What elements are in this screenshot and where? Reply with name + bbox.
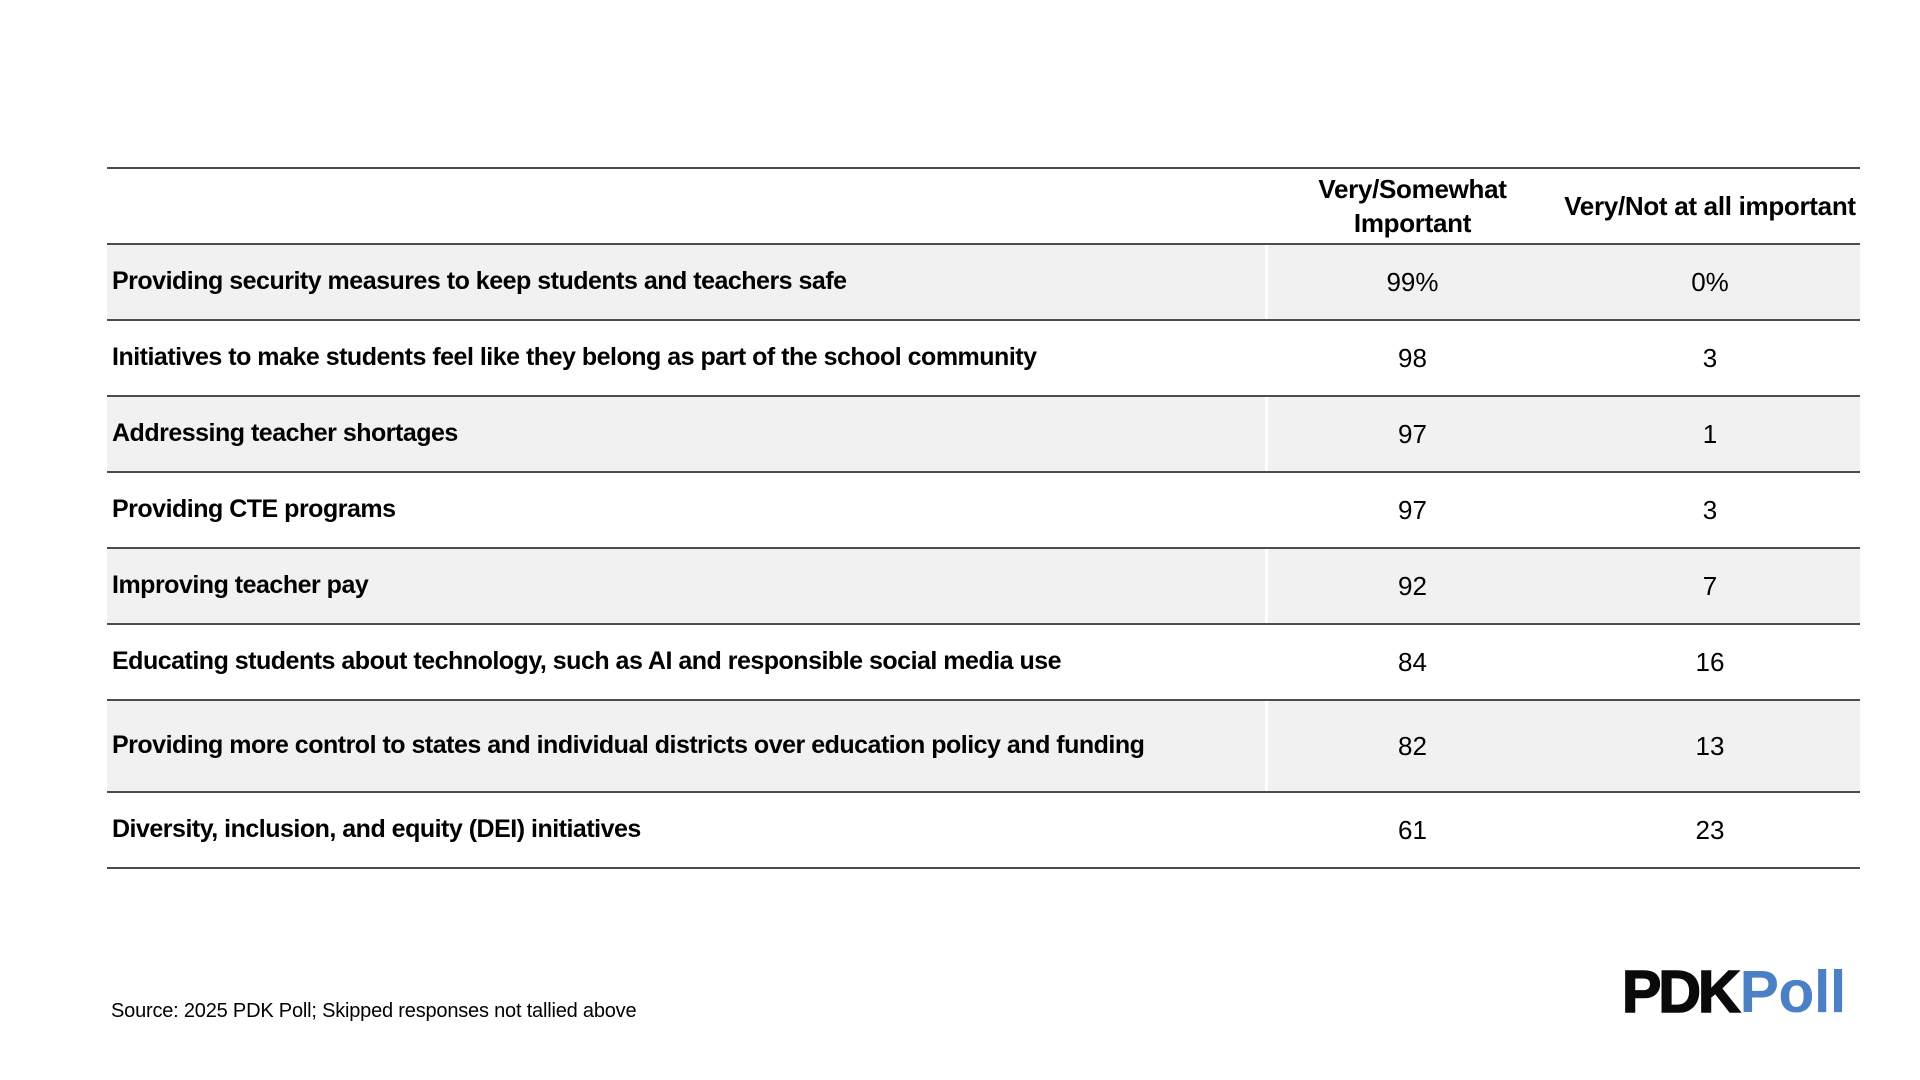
- value-very-not-at-all-important: 23: [1695, 814, 1725, 845]
- source-note: Source: 2025 PDK Poll; Skipped responses…: [111, 1000, 637, 1022]
- value-very-not-at-all-important: 3: [1702, 494, 1718, 525]
- value-very-somewhat-important: 97: [1265, 472, 1560, 548]
- table-row: Initiatives to make students feel like t…: [107, 320, 1860, 396]
- column-header-blank: [107, 168, 1265, 244]
- logo-pdk-text: PDK: [1621, 959, 1741, 1025]
- value-very-not-at-all-important: 16: [1695, 646, 1725, 677]
- row-label: Addressing teacher shortages: [112, 419, 458, 448]
- value-very-somewhat-important: 97: [1265, 396, 1560, 472]
- value-very-not-at-all-important: 1: [1702, 418, 1718, 449]
- pdk-poll-logo: PDK Poll: [1621, 959, 1847, 1025]
- value-very-somewhat-important: 84: [1265, 624, 1560, 700]
- table-row: Addressing teacher shortages 97 1: [107, 396, 1860, 472]
- value-very-somewhat-important: 92: [1265, 548, 1560, 624]
- column-header-very-somewhat-important: Very/Somewhat Important: [1318, 173, 1507, 238]
- value-very-not-at-all-important: 7: [1702, 570, 1718, 601]
- row-label: Diversity, inclusion, and equity (DEI) i…: [112, 815, 641, 844]
- row-label: Educating students about technology, suc…: [112, 647, 1062, 676]
- table-row: Diversity, inclusion, and equity (DEI) i…: [107, 792, 1860, 868]
- table-row: Providing CTE programs 97 3: [107, 472, 1860, 548]
- header-row: Very/Somewhat Important Very/Not at all …: [107, 168, 1860, 244]
- value-very-somewhat-important: 99%: [1265, 244, 1560, 320]
- row-label: Improving teacher pay: [112, 571, 369, 600]
- value-very-not-at-all-important: 3: [1702, 342, 1718, 373]
- table-row: Educating students about technology, suc…: [107, 624, 1860, 700]
- table-body: Providing security measures to keep stud…: [107, 244, 1860, 868]
- table-row: Providing security measures to keep stud…: [107, 244, 1860, 320]
- table-header: Very/Somewhat Important Very/Not at all …: [107, 168, 1860, 244]
- table-row: Improving teacher pay 92 7: [107, 548, 1860, 624]
- value-very-not-at-all-important: 0%: [1691, 266, 1729, 297]
- value-very-not-at-all-important: 13: [1695, 730, 1725, 761]
- logo-poll-text: Poll: [1739, 959, 1847, 1025]
- value-very-somewhat-important: 82: [1265, 700, 1560, 792]
- value-very-somewhat-important: 98: [1265, 320, 1560, 396]
- row-label: Providing more control to states and ind…: [112, 731, 1145, 760]
- row-label: Providing CTE programs: [112, 495, 396, 524]
- column-header-very-not-at-all-important: Very/Not at all important: [1564, 190, 1856, 221]
- table-row: Providing more control to states and ind…: [107, 700, 1860, 792]
- row-label: Providing security measures to keep stud…: [112, 267, 847, 296]
- poll-table: Very/Somewhat Important Very/Not at all …: [107, 167, 1860, 869]
- value-very-somewhat-important: 61: [1265, 792, 1560, 868]
- row-label: Initiatives to make students feel like t…: [112, 343, 1037, 372]
